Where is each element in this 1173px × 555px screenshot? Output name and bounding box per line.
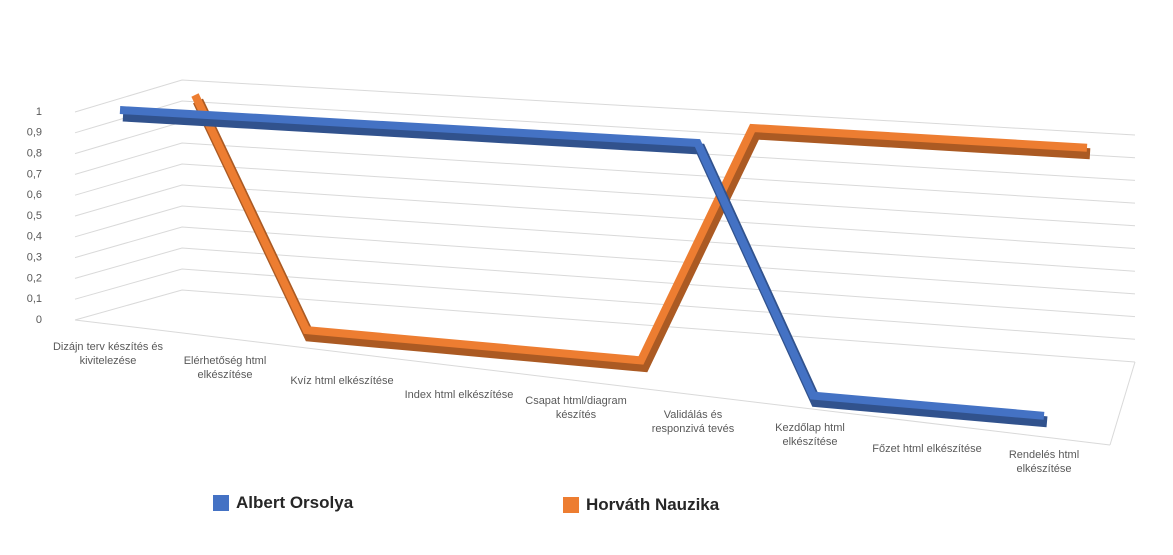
line-shadow	[193, 98, 1091, 373]
legend-label: Horváth Nauzika	[586, 495, 720, 514]
y-tick-label: 0,4	[27, 231, 42, 243]
legend-item: Albert Orsolya	[213, 493, 353, 513]
x-tick-label: Kezdőlap html elkészítése	[775, 422, 845, 448]
y-tick-label: 0,3	[27, 252, 42, 264]
x-tick-label: Rendelés html elkészítése	[1008, 449, 1080, 475]
floor-edge	[74, 319, 1111, 446]
x-tick-label: Csapat html/diagram készítés	[525, 395, 627, 421]
y-tick-label: 0	[36, 314, 42, 326]
x-tick-label: Elérhetőség html elkészítése	[183, 354, 267, 381]
x-tick-label: Dizájn terv készítés és kivitelezése	[52, 341, 164, 367]
y-tick-label: 0,1	[27, 293, 42, 305]
grid-line	[74, 226, 1136, 295]
x-tick-label: Főzet html elkészítése	[872, 442, 982, 455]
x-tick-label: Kvíz html elkészítése	[290, 375, 394, 387]
grid-line	[74, 247, 1136, 318]
y-tick-label: 1	[36, 106, 42, 118]
legend-label: Albert Orsolya	[236, 493, 354, 512]
grid-line	[74, 289, 1136, 363]
grid-line	[74, 268, 1136, 340]
grid-line	[74, 205, 1136, 272]
line	[191, 93, 1088, 365]
y-tick-label: 0,7	[27, 168, 42, 180]
grid-line	[74, 79, 1136, 136]
y-tick-label: 0,9	[27, 127, 42, 139]
floor-edge	[1109, 361, 1136, 446]
grid-line	[74, 184, 1136, 249]
y-tick-label: 0,2	[27, 272, 42, 284]
legend-swatch	[563, 497, 579, 513]
line	[119, 106, 1045, 420]
legend-item: Horváth Nauzika	[563, 495, 719, 515]
x-tick-label: Index html elkészítése	[404, 388, 514, 401]
y-tick-label: 0,5	[27, 210, 42, 222]
y-tick-label: 0,8	[27, 148, 42, 160]
grid-line	[74, 142, 1136, 204]
grid-line	[74, 163, 1136, 227]
legend-swatch	[213, 495, 229, 511]
line-shadow	[122, 110, 1048, 428]
x-tick-label: Validálás és responzivá tevés	[651, 408, 735, 435]
y-tick-label: 0,6	[27, 189, 42, 201]
